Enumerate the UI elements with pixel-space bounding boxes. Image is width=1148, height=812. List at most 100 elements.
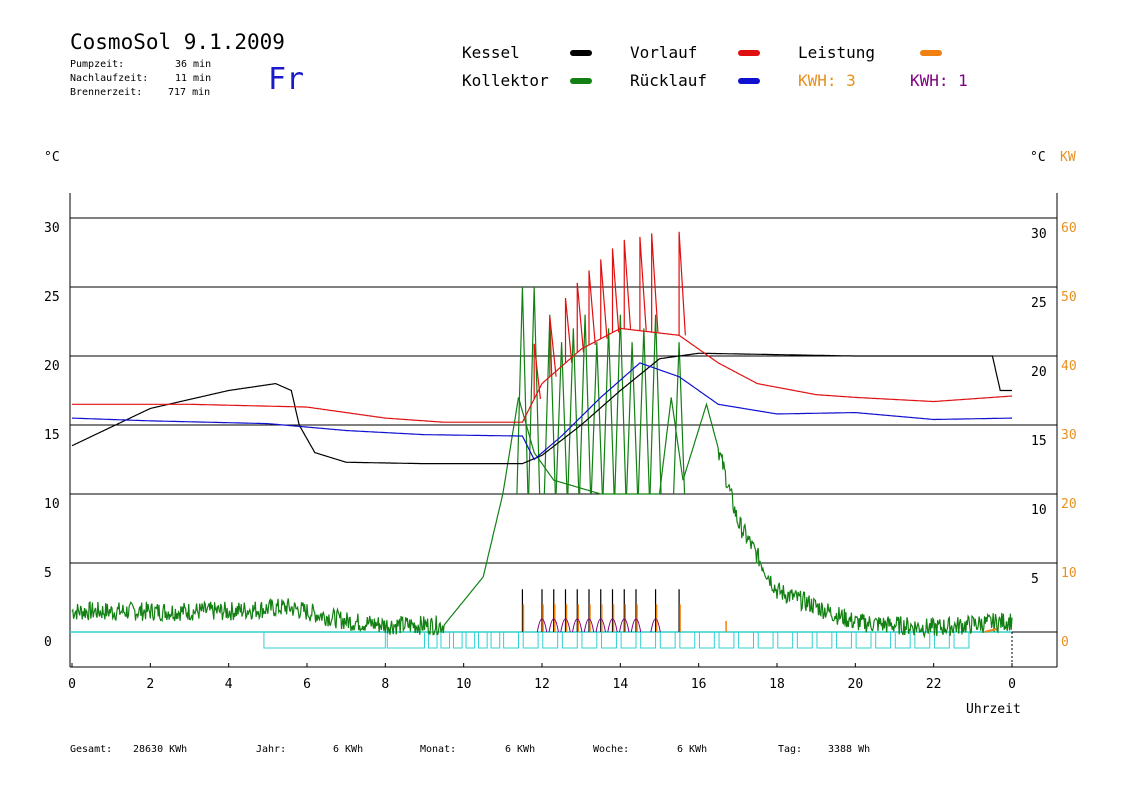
legend-kwh-orange: KWH: 3 [798,71,856,90]
pump-interval-box [465,631,476,649]
left-tick-label: 15 [44,428,60,443]
right-kw-tick-label: 10 [1061,566,1077,581]
left-axis-unit: °C [44,150,60,165]
left-tick-label: 10 [44,497,60,512]
kollektor-spike [543,314,556,495]
left-tick-label: 5 [44,566,52,581]
legend-ruecklauf-label: Rücklauf [630,71,708,90]
x-tick-label: 6 [303,677,311,692]
vorlauf-spike [588,270,596,346]
series-kessel-line [71,352,1012,465]
kollektor-spike [516,286,529,495]
footer-monat-value: 6 KWh [505,744,536,755]
kwh-spike [572,618,583,633]
kollektor-spike [528,286,541,495]
kollektor-spike [579,314,592,495]
legend-kollektor-label: Kollektor [462,71,549,90]
legend-vorlauf-swatch [738,50,760,56]
pump-interval-box [601,631,617,649]
legend-leistung-swatch [920,50,942,56]
x-tick-label: 14 [613,677,629,692]
vorlauf-spike [651,233,659,333]
stat-brennerzeit-label: Brennerzeit: [70,87,143,98]
chart-title: CosmoSol 9.1.2009 [70,30,285,54]
footer-jahr-label: Jahr: [256,744,287,755]
pump-interval-box [503,631,520,649]
x-tick-label: 20 [848,677,864,692]
vorlauf-spike [600,259,608,339]
pump-interval-box [816,631,833,649]
legend-kwh-purple: KWH: 1 [910,71,968,90]
stat-nachlaufzeit-label: Nachlaufzeit: [70,73,149,84]
kwh-spike [583,618,595,633]
footer-tag-value: 3388 Wh [828,744,871,755]
x-tick-label: 4 [225,677,233,692]
kwh-spike [536,618,548,633]
right-kw-tick-label: 20 [1061,497,1077,512]
footer-gesamt-value: 28630 KWh [133,744,188,755]
kwh-spike [560,618,571,633]
left-tick-label: 25 [44,290,60,305]
x-tick-label: 8 [381,677,389,692]
kwh-spike [630,618,642,633]
legend-kessel-label: Kessel [462,43,520,62]
weekday-label: Fr [268,62,305,97]
right-axis-unit: °C [1030,150,1046,165]
legend-ruecklauf-swatch [738,78,760,84]
pump-interval-box [738,631,754,649]
pump-interval-box [679,631,696,649]
pump-interval-box [640,631,657,649]
vorlauf-spike [549,316,557,377]
legend-kessel-swatch [570,50,592,56]
vorlauf-spike [611,248,620,333]
kollektor-spike [637,328,650,495]
pump-interval-box [386,631,425,649]
legend-vorlauf-label: Vorlauf [630,43,698,62]
right-tick-label: 25 [1031,296,1047,311]
pump-interval-box [620,631,637,649]
pump-interval-box [561,631,578,649]
pump-interval-box [542,631,559,649]
pump-interval-box [914,631,931,649]
stat-pumpzeit-value: 36 min [175,59,212,70]
kollektor-spike [602,328,615,495]
footer-gesamt-label: Gesamt: [70,744,113,755]
pump-interval-box [263,631,386,649]
footer-woche-label: Woche: [593,744,630,755]
right-tick-label: 5 [1031,572,1039,587]
kwh-spike [607,618,618,633]
pump-interval-box [718,631,735,649]
footer-monat-label: Monat: [420,744,457,755]
left-tick-label: 30 [44,221,60,236]
pump-interval-box [490,631,501,649]
footer-woche-value: 6 KWh [677,744,708,755]
footer-tag-label: Tag: [778,744,803,755]
vorlauf-spike [564,297,573,363]
legend-leistung-label: Leistung [798,43,876,62]
right-kw-tick-label: 40 [1061,359,1077,374]
x-tick-label: 2 [146,677,154,692]
vorlauf-spike [576,282,585,353]
x-tick-label: 18 [769,677,785,692]
x-tick-label: 12 [534,677,550,692]
kwh-spike [650,618,661,633]
kollektor-spike [614,314,627,495]
leistung-spike [984,628,997,633]
right-kw-tick-label: 30 [1061,428,1077,443]
x-tick-label: 22 [926,677,942,692]
kwh-spike [595,618,606,633]
right-tick-label: 10 [1031,503,1047,518]
pump-interval-box [757,631,774,649]
series-kollektor-line [71,397,1013,639]
pump-interval-box [875,631,892,649]
stat-nachlaufzeit-value: 11 min [175,73,212,84]
pump-interval-box [796,631,813,649]
pump-interval-box [440,631,451,649]
right-kw-tick-label: 0 [1061,635,1069,650]
x-tick-label: 0 [1008,677,1016,692]
pump-interval-box [659,631,676,649]
kwh-spike [548,618,559,633]
pump-interval-box [836,631,852,649]
vorlauf-spike [639,236,647,331]
kollektor-spike [590,342,603,495]
